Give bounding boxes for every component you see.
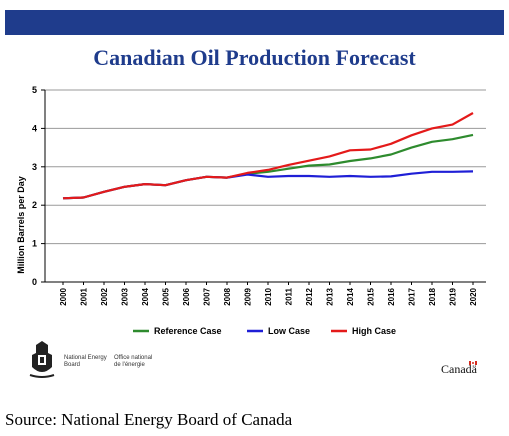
agency-name-fr: Office national de l'énergie [114, 355, 153, 368]
x-tick-label: 2018 [428, 287, 437, 305]
x-tick-label: 2003 [121, 287, 130, 305]
y-tick-label: 2 [32, 200, 37, 210]
x-tick-label: 2017 [408, 287, 417, 305]
title-bar [5, 10, 504, 35]
series-line-high-case [62, 112, 474, 200]
y-tick-label: 4 [32, 123, 37, 133]
x-tick-label: 2013 [326, 287, 335, 305]
series-layer [62, 112, 474, 200]
line-chart: 0 1 2 3 4 5 2000 2001 2002 2003 2004 2005 2006 2007 20… [16, 85, 486, 336]
y-tick-label: 1 [32, 239, 37, 249]
x-tick-label: 2016 [387, 287, 396, 305]
series-line-low-case [62, 170, 474, 200]
x-tick-label: 2009 [244, 287, 253, 305]
slide: Canadian Oil Production Forecast 0 1 2 3 4 5 2… [5, 10, 504, 382]
legend-label-high-case: High Case [352, 326, 396, 336]
y-tick-label: 5 [32, 85, 37, 95]
y-tick-label: 3 [32, 162, 37, 172]
x-tick-label: 2008 [223, 287, 232, 305]
y-axis-label: Million Barrels per Day [16, 176, 26, 274]
x-tick-label: 2011 [285, 287, 294, 305]
axes-layer [44, 90, 486, 283]
x-tick-label: 2000 [59, 287, 68, 305]
ticks-layer: 0 1 2 3 4 5 2000 2001 2002 2003 2004 2005 2006 2007 20… [32, 85, 478, 306]
x-tick-label: 2006 [182, 287, 191, 305]
x-tick-label: 2002 [100, 287, 109, 305]
x-tick-label: 2004 [141, 287, 150, 305]
grid-layer [45, 89, 486, 245]
x-tick-label: 2019 [449, 287, 458, 305]
x-tick-label: 2012 [305, 287, 314, 305]
x-tick-label: 2007 [203, 287, 212, 305]
x-tick-label: 2014 [346, 287, 355, 305]
canada-flag-icon [469, 361, 477, 365]
canada-wordmark: Canadä [441, 362, 477, 376]
x-tick-label: 2015 [367, 287, 376, 305]
source-caption: Source: National Energy Board of Canada [5, 410, 293, 429]
neb-logo: National Energy Board Office national de… [28, 337, 228, 382]
x-tick-label: 2001 [80, 287, 89, 305]
y-tick-label: 0 [32, 277, 37, 287]
coat-of-arms-icon [29, 341, 55, 378]
x-tick-label: 2010 [264, 287, 273, 305]
slide-title: Canadian Oil Production Forecast [93, 45, 416, 70]
legend-label-low-case: Low Case [268, 326, 310, 336]
x-tick-label: 2020 [469, 287, 478, 305]
legend-label-reference-case: Reference Case [154, 326, 222, 336]
legend: Reference Case Low Case High Case [133, 326, 396, 336]
x-tick-label: 2005 [162, 287, 171, 305]
agency-name-en: National Energy Board [64, 355, 107, 368]
